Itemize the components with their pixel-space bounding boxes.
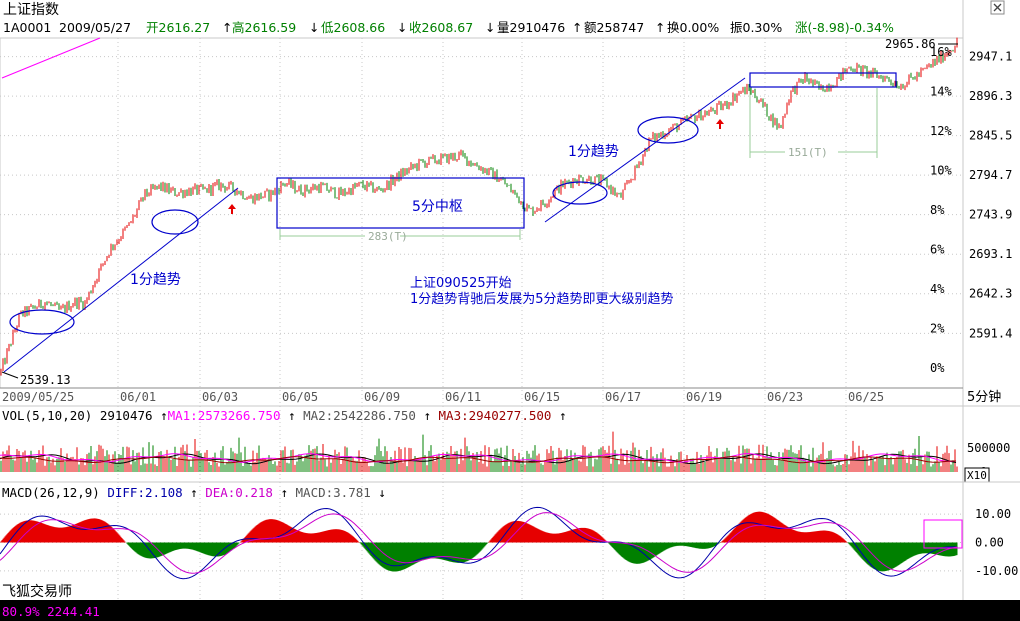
- scale-label: X10: [967, 469, 987, 482]
- amplitude-value: 振0.30%: [730, 20, 782, 35]
- trend-line-1: [3, 187, 239, 373]
- low-value: 低2608.66: [321, 20, 385, 35]
- change-value: 涨(-8.98)-0.34%: [795, 20, 894, 35]
- grid-lines: [0, 38, 963, 600]
- chart-annotations: 283(T) 151(T) 1分趋势 1分趋势 5分中枢上证090525开始1分趋势背驰…: [1, 37, 958, 387]
- circle-1: [9, 309, 75, 335]
- price-tick: 2794.7: [969, 168, 1012, 182]
- svg-text:MACD(26,12,9) DIFF:2.108 ↑ DEA: MACD(26,12,9) DIFF:2.108 ↑ DEA:0.218 ↑ M…: [2, 485, 386, 500]
- x-tick: 2009/05/25: [2, 390, 74, 404]
- dea-line: [0, 512, 958, 574]
- close-value: 收2608.67: [409, 20, 473, 35]
- x-tick: 06/05: [282, 390, 318, 404]
- vol-ma1-line: [0, 453, 957, 463]
- pct-tick: 12%: [930, 124, 952, 138]
- up-arrow-icon: [228, 204, 236, 214]
- quote-date: 2009/05/27: [59, 20, 131, 35]
- price-tick: 2947.1: [969, 50, 1012, 64]
- x-tick: 06/25: [848, 390, 884, 404]
- circle-2: [151, 209, 199, 235]
- pct-tick: 8%: [930, 203, 945, 217]
- pct-tick: 10%: [930, 164, 952, 178]
- count-151: 151(T): [788, 146, 828, 159]
- x-tick: 06/09: [364, 390, 400, 404]
- pct-tick: 6%: [930, 243, 945, 257]
- amount-value: 额258747: [584, 20, 644, 35]
- volume-panel: 5000000X10: [0, 431, 1010, 483]
- x-tick: 06/11: [445, 390, 481, 404]
- close-icon[interactable]: [990, 0, 1005, 15]
- open-value: 开2616.27: [146, 20, 210, 35]
- diff-line: [0, 506, 958, 580]
- price-tick: 2845.5: [969, 129, 1012, 143]
- up-arrow-icon: [716, 119, 724, 129]
- label-pivot: 5分中枢: [412, 199, 463, 215]
- highlight-box: [923, 519, 963, 549]
- price-tick: 2591.4: [969, 326, 1012, 340]
- x-tick: 06/01: [120, 390, 156, 404]
- volume-header: VOL(5,10,20) 2910476 ↑MA1:2573266.750 ↑ …: [2, 408, 566, 423]
- price-series: [0, 37, 958, 376]
- status-text: 80.9% 2244.41: [2, 604, 100, 619]
- pivot-box-2: [749, 72, 897, 88]
- note-1: 上证090525开始: [410, 276, 512, 291]
- price-tick: 2642.3: [969, 287, 1012, 301]
- min-price-label: 2539.13: [20, 373, 71, 387]
- axis-labels: 2947.1 2896.3 2845.5 2794.7 2743.9 2693.1 2642…: [0, 45, 1020, 483]
- trend-line-2: [544, 77, 746, 223]
- macd-tick: 10.00: [975, 507, 1011, 521]
- pivot-box-5min: [276, 177, 525, 229]
- macd-panel: 10.00 0.00 -10.00: [0, 506, 1018, 580]
- x-tick: 06/03: [202, 390, 238, 404]
- volume-value: 量2910476: [497, 20, 565, 35]
- circle-3: [552, 181, 608, 205]
- pct-tick: 2%: [930, 322, 945, 336]
- quote-line: 1A0001 2009/05/27 开2616.27 ↑ 高2616.59 ↓ …: [3, 20, 894, 35]
- turnover-value: 换0.00%: [667, 20, 719, 35]
- chart-title: 上证指数: [3, 2, 59, 18]
- price-tick: 2896.3: [969, 89, 1012, 103]
- max-price-label: 2965.86: [885, 37, 936, 51]
- pct-tick: 4%: [930, 282, 945, 296]
- macd-tick: 0.00: [975, 536, 1004, 550]
- x-tick: 06/23: [767, 390, 803, 404]
- circle-4: [637, 116, 699, 144]
- magenta-line: [1, 37, 101, 79]
- label-trend-2: 1分趋势: [568, 144, 619, 160]
- period-label: 5分钟: [967, 389, 1001, 405]
- vol-ma3-line: [0, 456, 956, 464]
- x-tick: 06/15: [524, 390, 560, 404]
- status-bar: [0, 600, 1020, 621]
- vol-tick: 500000: [967, 441, 1010, 455]
- note-2: 1分趋势背驰后发展为5分趋势即更大级别趋势: [410, 291, 674, 307]
- label-trend-1: 1分趋势: [130, 272, 181, 288]
- count-283: 283(T): [368, 230, 408, 243]
- x-tick: 06/17: [605, 390, 641, 404]
- x-tick: 06/19: [686, 390, 722, 404]
- macd-header: MACD(26,12,9) DIFF:2.108 ↑ DEA:0.218 ↑ M…: [2, 485, 386, 500]
- price-tick: 2743.9: [969, 208, 1012, 222]
- svg-text:VOL(5,10,20) 2910476 ↑MA1:2573: VOL(5,10,20) 2910476 ↑MA1:2573266.750 ↑ …: [2, 408, 566, 423]
- pct-tick: 16%: [930, 45, 952, 59]
- pct-tick: 0%: [930, 361, 945, 375]
- min-tick: [1, 371, 19, 379]
- macd-tick: -10.00: [975, 564, 1018, 578]
- price-tick: 2693.1: [969, 247, 1012, 261]
- brand-label: 飞狐交易师: [2, 583, 72, 600]
- high-value: 高2616.59: [232, 20, 296, 35]
- pct-tick: 14%: [930, 85, 952, 99]
- stock-code: 1A0001: [3, 20, 51, 35]
